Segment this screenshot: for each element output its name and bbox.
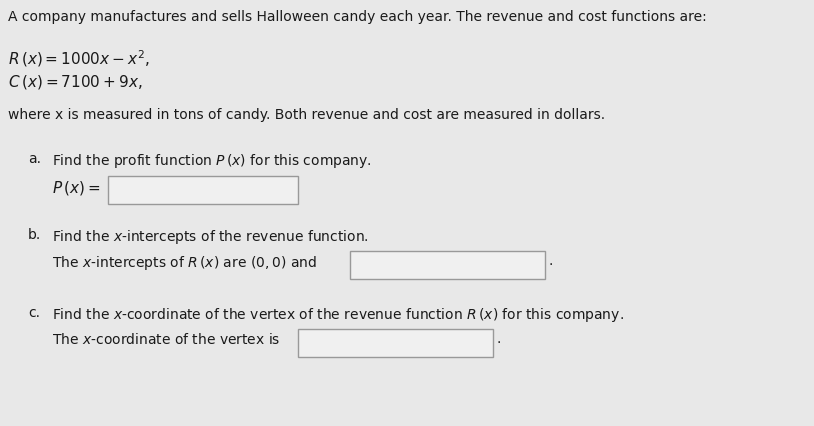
Text: b.: b.: [28, 228, 42, 242]
Text: $R\,(x) = 1000x - x^2,$: $R\,(x) = 1000x - x^2,$: [8, 48, 150, 69]
FancyBboxPatch shape: [298, 329, 493, 357]
Text: .: .: [549, 254, 554, 268]
Text: Find the $x$-intercepts of the revenue function.: Find the $x$-intercepts of the revenue f…: [52, 228, 369, 246]
FancyBboxPatch shape: [108, 176, 298, 204]
Text: The $x$-coordinate of the vertex is: The $x$-coordinate of the vertex is: [52, 332, 281, 347]
Text: a.: a.: [28, 152, 41, 166]
Text: $P\,(x) =$: $P\,(x) =$: [52, 179, 101, 197]
Text: Find the profit function $P\,(x)$ for this company.: Find the profit function $P\,(x)$ for th…: [52, 152, 372, 170]
FancyBboxPatch shape: [350, 251, 545, 279]
Text: $C\,(x) = 7100 + 9x,$: $C\,(x) = 7100 + 9x,$: [8, 73, 142, 91]
Text: .: .: [497, 332, 501, 346]
Text: c.: c.: [28, 306, 40, 320]
Text: where x is measured in tons of candy. Both revenue and cost are measured in doll: where x is measured in tons of candy. Bo…: [8, 108, 605, 122]
Text: The $x$-intercepts of $R\,(x)$ are $(0, 0)$ and: The $x$-intercepts of $R\,(x)$ are $(0, …: [52, 254, 317, 272]
Text: Find the $x$-coordinate of the vertex of the revenue function $R\,(x)$ for this : Find the $x$-coordinate of the vertex of…: [52, 306, 624, 324]
Text: A company manufactures and sells Halloween candy each year. The revenue and cost: A company manufactures and sells Hallowe…: [8, 10, 707, 24]
